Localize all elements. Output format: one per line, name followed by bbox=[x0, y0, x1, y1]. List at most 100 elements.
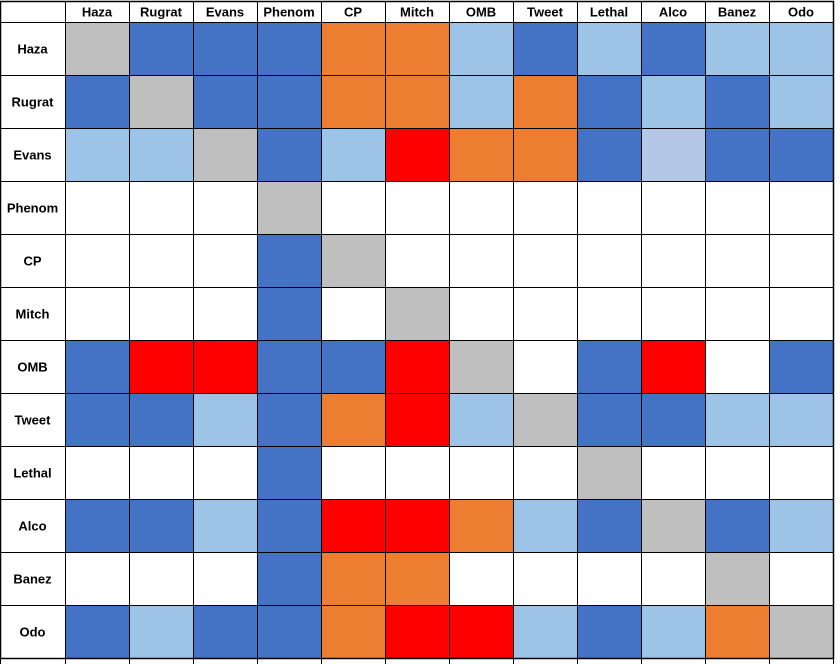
heatmap-cell bbox=[193, 340, 257, 393]
heatmap-cell bbox=[129, 499, 193, 552]
heatmap-cell bbox=[641, 552, 705, 605]
heatmap-cell bbox=[513, 340, 577, 393]
heatmap-cell bbox=[193, 393, 257, 446]
heatmap-cell bbox=[705, 22, 769, 75]
heatmap-cell bbox=[769, 22, 833, 75]
heatmap-cell bbox=[705, 340, 769, 393]
heatmap-cell bbox=[513, 75, 577, 128]
heatmap-cell bbox=[321, 340, 385, 393]
heatmap-cell bbox=[577, 287, 641, 340]
heatmap-cell bbox=[321, 128, 385, 181]
column-header: Phenom bbox=[263, 5, 314, 20]
heatmap-cell bbox=[129, 340, 193, 393]
heatmap-cell bbox=[257, 393, 321, 446]
column-header: Lethal bbox=[590, 5, 628, 20]
heatmap-cell bbox=[129, 128, 193, 181]
heatmap-cell bbox=[449, 22, 513, 75]
heatmap-cell bbox=[705, 287, 769, 340]
heatmap-cell bbox=[385, 234, 449, 287]
heatmap-cell bbox=[769, 393, 833, 446]
heatmap-cell bbox=[321, 22, 385, 75]
heatmap-cell bbox=[513, 287, 577, 340]
heatmap-cell bbox=[193, 446, 257, 499]
corner-cell bbox=[0, 1, 65, 22]
heatmap-cell bbox=[257, 552, 321, 605]
heatmap-cell bbox=[769, 287, 833, 340]
heatmap-cell bbox=[769, 499, 833, 552]
heatmap-cell bbox=[65, 393, 129, 446]
heatmap-cell bbox=[385, 393, 449, 446]
heatmap-cell bbox=[321, 605, 385, 658]
heatmap-cell bbox=[193, 499, 257, 552]
column-header: Mitch bbox=[400, 5, 434, 20]
heatmap-cell bbox=[385, 75, 449, 128]
heatmap-cell bbox=[513, 22, 577, 75]
heatmap-cell bbox=[129, 605, 193, 658]
heatmap-cell bbox=[65, 128, 129, 181]
heatmap-cell bbox=[65, 340, 129, 393]
heatmap-cell bbox=[577, 22, 641, 75]
row-header: OMB bbox=[17, 360, 47, 375]
heatmap-cell bbox=[513, 605, 577, 658]
heatmap-cell bbox=[577, 499, 641, 552]
heatmap-cell bbox=[705, 181, 769, 234]
heatmap-cell bbox=[449, 340, 513, 393]
heatmap-cell bbox=[257, 446, 321, 499]
row-header: Alco bbox=[18, 519, 46, 534]
heatmap-cell bbox=[641, 340, 705, 393]
heatmap-cell bbox=[385, 340, 449, 393]
heatmap-cell bbox=[129, 75, 193, 128]
heatmap-cell bbox=[705, 393, 769, 446]
heatmap-cell bbox=[193, 552, 257, 605]
heatmap-cell bbox=[449, 234, 513, 287]
heatmap-cell bbox=[65, 75, 129, 128]
heatmap-cell bbox=[769, 552, 833, 605]
column-header: Banez bbox=[718, 5, 757, 20]
column-header: Alco bbox=[659, 5, 687, 20]
heatmap-cell bbox=[257, 128, 321, 181]
heatmap-cell bbox=[321, 181, 385, 234]
heatmap-cell bbox=[321, 499, 385, 552]
row-header: Haza bbox=[17, 42, 48, 57]
row-header: CP bbox=[23, 254, 41, 269]
heatmap-cell bbox=[193, 128, 257, 181]
heatmap-cell bbox=[641, 234, 705, 287]
heatmap-cell bbox=[641, 22, 705, 75]
heatmap-cell bbox=[449, 393, 513, 446]
heatmap-cell bbox=[321, 287, 385, 340]
row-header: Mitch bbox=[16, 307, 50, 322]
heatmap-cell bbox=[513, 499, 577, 552]
heatmap-cell bbox=[577, 446, 641, 499]
heatmap-cell bbox=[65, 499, 129, 552]
heatmap-cell bbox=[65, 446, 129, 499]
heatmap-cell bbox=[705, 128, 769, 181]
column-header: Tweet bbox=[527, 5, 564, 20]
heatmap-cell bbox=[193, 605, 257, 658]
column-header: OMB bbox=[466, 5, 496, 20]
heatmap-cell bbox=[257, 75, 321, 128]
heatmap-cell bbox=[449, 499, 513, 552]
heatmap-cell bbox=[641, 181, 705, 234]
heatmap-cell bbox=[193, 75, 257, 128]
heatmap-cell bbox=[321, 393, 385, 446]
heatmap-cell bbox=[513, 234, 577, 287]
row-header: Phenom bbox=[7, 201, 58, 216]
heatmap-cell bbox=[385, 552, 449, 605]
heatmap-cell bbox=[577, 605, 641, 658]
heatmap-cell bbox=[641, 605, 705, 658]
heatmap-cell bbox=[449, 552, 513, 605]
heatmap-cell bbox=[385, 446, 449, 499]
heatmap-cell bbox=[577, 393, 641, 446]
row-header: Tweet bbox=[15, 413, 52, 428]
heatmap-cell bbox=[769, 605, 833, 658]
heatmap-cell bbox=[577, 234, 641, 287]
heatmap-cell bbox=[385, 499, 449, 552]
heatmap-cell bbox=[257, 22, 321, 75]
heatmap-cell bbox=[65, 181, 129, 234]
heatmap-cell bbox=[769, 181, 833, 234]
heatmap-cell bbox=[193, 22, 257, 75]
heatmap-cell bbox=[193, 234, 257, 287]
heatmap-cell bbox=[641, 287, 705, 340]
heatmap-cell bbox=[577, 128, 641, 181]
